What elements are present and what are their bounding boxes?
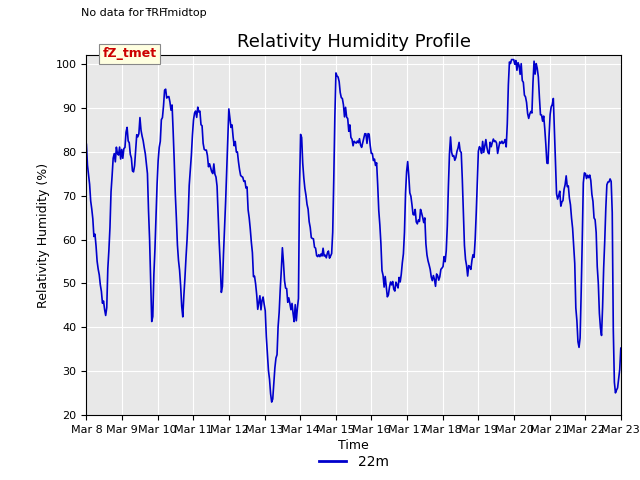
X-axis label: Time: Time	[338, 439, 369, 452]
Legend: 22m: 22m	[313, 450, 394, 475]
Title: Relativity Humidity Profile: Relativity Humidity Profile	[237, 33, 470, 51]
Text: No data for f̅RH̅midtop: No data for f̅RH̅midtop	[81, 9, 207, 18]
Text: fZ_tmet: fZ_tmet	[102, 48, 157, 60]
Y-axis label: Relativity Humidity (%): Relativity Humidity (%)	[37, 163, 50, 308]
